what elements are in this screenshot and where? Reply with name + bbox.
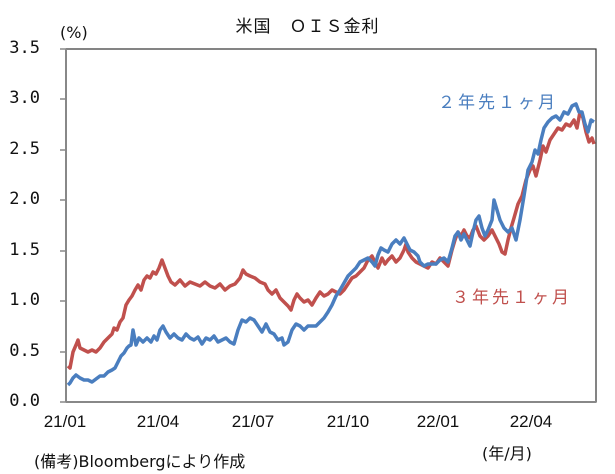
series-2y-forward-line — [66, 102, 595, 387]
y-tick-0.0: 0.0 — [9, 391, 40, 411]
y-tick-2.5: 2.5 — [9, 139, 40, 159]
legend-3y-forward: ３年先１ヶ月 — [452, 288, 572, 308]
legend-2y-forward: ２年先１ヶ月 — [438, 93, 558, 113]
y-tick-3.5: 3.5 — [9, 38, 40, 58]
y-tick-2.0: 2.0 — [9, 189, 40, 209]
x-tick-22-01: 22/01 — [416, 412, 460, 431]
x-axis-unit: (年/月) — [482, 444, 532, 463]
x-tick-22-04: 22/04 — [509, 412, 553, 431]
x-tick-21-04: 21/04 — [136, 412, 180, 431]
x-tick-21-10: 21/10 — [326, 412, 370, 431]
y-axis-unit: (%) — [60, 23, 88, 42]
y-tick-marks — [60, 48, 66, 403]
source-note: (備考)Bloombergにより作成 — [34, 452, 246, 471]
y-tick-3.0: 3.0 — [9, 88, 40, 108]
chart-title: 米国 ＯＩＳ金利 — [235, 17, 380, 37]
y-tick-0.5: 0.5 — [9, 341, 40, 361]
x-tick-21-01: 21/01 — [43, 412, 87, 431]
x-tick-21-07: 21/07 — [231, 412, 275, 431]
y-tick-1.5: 1.5 — [9, 240, 40, 260]
y-tick-1.0: 1.0 — [9, 290, 40, 310]
